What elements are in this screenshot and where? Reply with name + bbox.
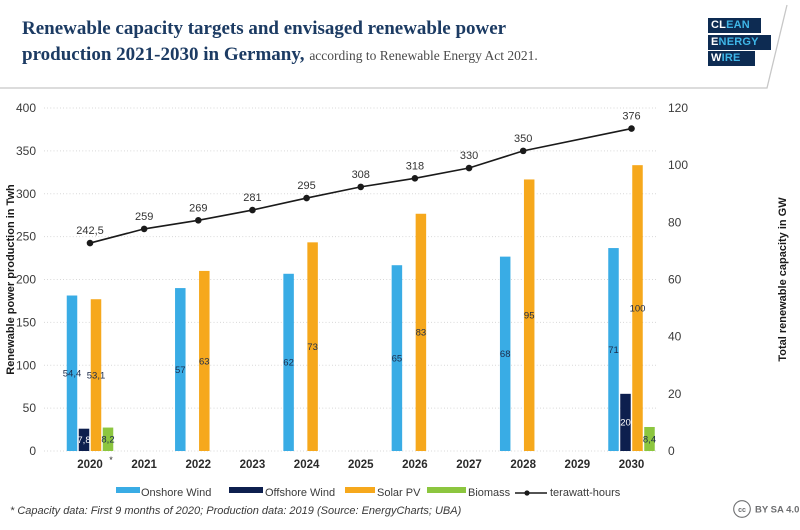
svg-text:330: 330 bbox=[460, 150, 478, 162]
svg-text:7,8: 7,8 bbox=[77, 435, 90, 446]
svg-text:295: 295 bbox=[297, 180, 315, 192]
svg-text:Total renewable capacity in GW: Total renewable capacity in GW bbox=[777, 197, 789, 362]
svg-text:8,2: 8,2 bbox=[101, 435, 114, 446]
svg-text:20: 20 bbox=[620, 418, 631, 429]
svg-text:cc: cc bbox=[738, 507, 746, 514]
svg-text:BY SA 4.0: BY SA 4.0 bbox=[755, 505, 799, 516]
svg-text:0: 0 bbox=[29, 444, 36, 458]
svg-text:65: 65 bbox=[392, 353, 403, 364]
svg-text:318: 318 bbox=[406, 160, 424, 172]
svg-text:60: 60 bbox=[668, 273, 682, 287]
svg-text:2026: 2026 bbox=[402, 459, 428, 471]
svg-text:2027: 2027 bbox=[456, 459, 482, 471]
svg-text:20: 20 bbox=[668, 387, 682, 401]
svg-text:40: 40 bbox=[668, 330, 682, 344]
svg-text:71: 71 bbox=[608, 345, 619, 356]
svg-text:250: 250 bbox=[16, 230, 36, 244]
svg-text:350: 350 bbox=[16, 144, 36, 158]
svg-text:62: 62 bbox=[283, 358, 294, 369]
svg-text:200: 200 bbox=[16, 273, 36, 287]
svg-text:2029: 2029 bbox=[565, 459, 591, 471]
svg-text:120: 120 bbox=[668, 101, 688, 115]
svg-text:400: 400 bbox=[16, 101, 36, 115]
svg-text:2025: 2025 bbox=[348, 459, 374, 471]
svg-text:2023: 2023 bbox=[240, 459, 266, 471]
svg-text:50: 50 bbox=[23, 401, 37, 415]
svg-text:2028: 2028 bbox=[510, 459, 536, 471]
svg-text:95: 95 bbox=[524, 311, 535, 322]
svg-text:281: 281 bbox=[243, 192, 261, 204]
svg-text:2024: 2024 bbox=[294, 459, 320, 471]
svg-text:73: 73 bbox=[307, 342, 318, 353]
svg-text:269: 269 bbox=[189, 202, 207, 214]
svg-text:68: 68 bbox=[500, 349, 511, 360]
svg-text:2030: 2030 bbox=[619, 459, 645, 471]
svg-text:350: 350 bbox=[514, 133, 532, 145]
svg-text:100: 100 bbox=[630, 303, 646, 314]
svg-text:100: 100 bbox=[16, 358, 36, 372]
svg-text:8,4: 8,4 bbox=[643, 434, 656, 445]
svg-text:Renewable power production in: Renewable power production in Twh bbox=[5, 184, 17, 375]
svg-text:150: 150 bbox=[16, 315, 36, 329]
svg-text:80: 80 bbox=[668, 215, 682, 229]
svg-text:83: 83 bbox=[416, 328, 427, 339]
svg-text:63: 63 bbox=[199, 356, 210, 367]
svg-text:308: 308 bbox=[352, 169, 370, 181]
svg-text:2022: 2022 bbox=[186, 459, 212, 471]
svg-text:2021: 2021 bbox=[131, 459, 157, 471]
svg-text:2020: 2020 bbox=[77, 459, 103, 471]
svg-text:54,4: 54,4 bbox=[63, 369, 82, 380]
svg-text:53,1: 53,1 bbox=[87, 370, 106, 381]
svg-text:0: 0 bbox=[668, 444, 675, 458]
svg-text:57: 57 bbox=[175, 365, 186, 376]
svg-text:100: 100 bbox=[668, 158, 688, 172]
svg-text:300: 300 bbox=[16, 187, 36, 201]
svg-text:376: 376 bbox=[622, 111, 640, 123]
svg-text:242,5: 242,5 bbox=[76, 225, 104, 237]
svg-text:*: * bbox=[109, 455, 113, 465]
svg-text:259: 259 bbox=[135, 211, 153, 223]
